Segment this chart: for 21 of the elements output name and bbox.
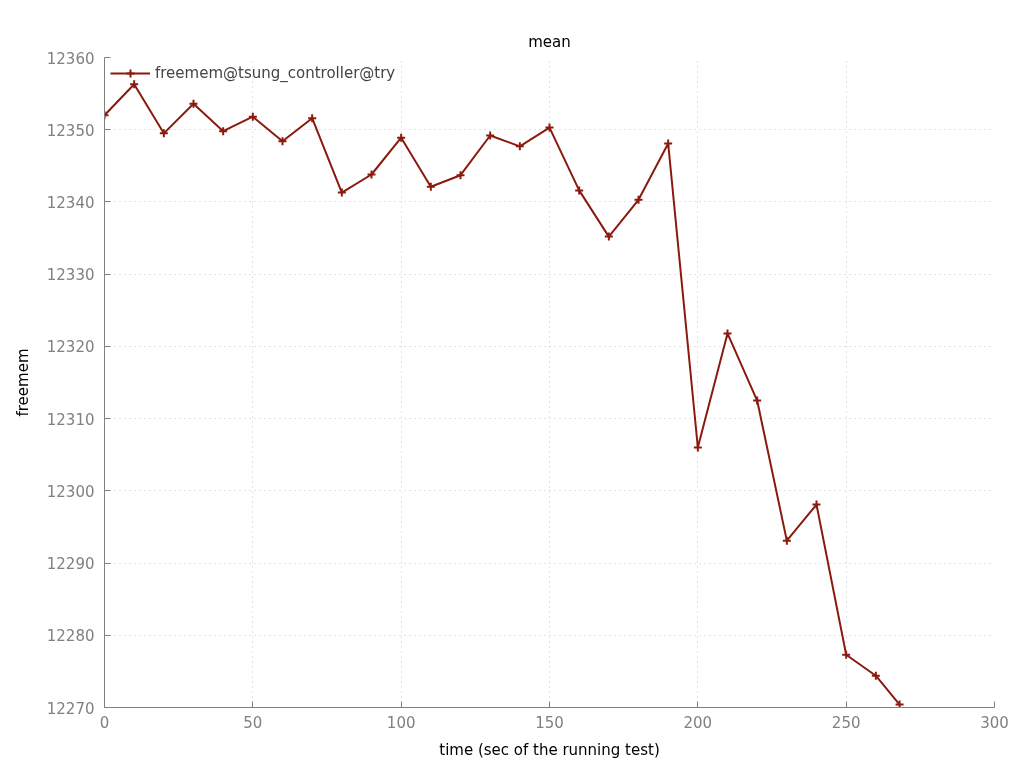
y-tick-label: 12330 (46, 266, 95, 285)
y-axis-title: freemem (13, 348, 32, 417)
x-tick-label: 300 (980, 713, 1009, 732)
y-tick-label: 12280 (46, 627, 95, 646)
x-tick-label: 50 (243, 713, 263, 732)
y-tick-label: 12270 (46, 699, 95, 718)
chart-title: mean (528, 32, 571, 51)
y-tick-label: 12350 (46, 121, 95, 140)
x-tick-label: 0 (99, 713, 110, 732)
y-tick-label: 12310 (46, 410, 95, 429)
legend-label: freemem@tsung_controller@try (155, 64, 396, 82)
x-tick-label: 200 (683, 713, 713, 732)
x-tick-label: 250 (831, 713, 861, 732)
y-tick-label: 12300 (46, 482, 95, 501)
y-tick-label: 12340 (46, 193, 95, 212)
y-tick-label: 12290 (46, 555, 95, 574)
x-axis-title: time (sec of the running test) (439, 740, 660, 759)
y-tick-label: 12320 (46, 338, 95, 357)
x-tick-label: 150 (535, 713, 564, 732)
x-tick-label: 100 (386, 713, 416, 732)
y-tick-label: 12360 (46, 49, 95, 68)
